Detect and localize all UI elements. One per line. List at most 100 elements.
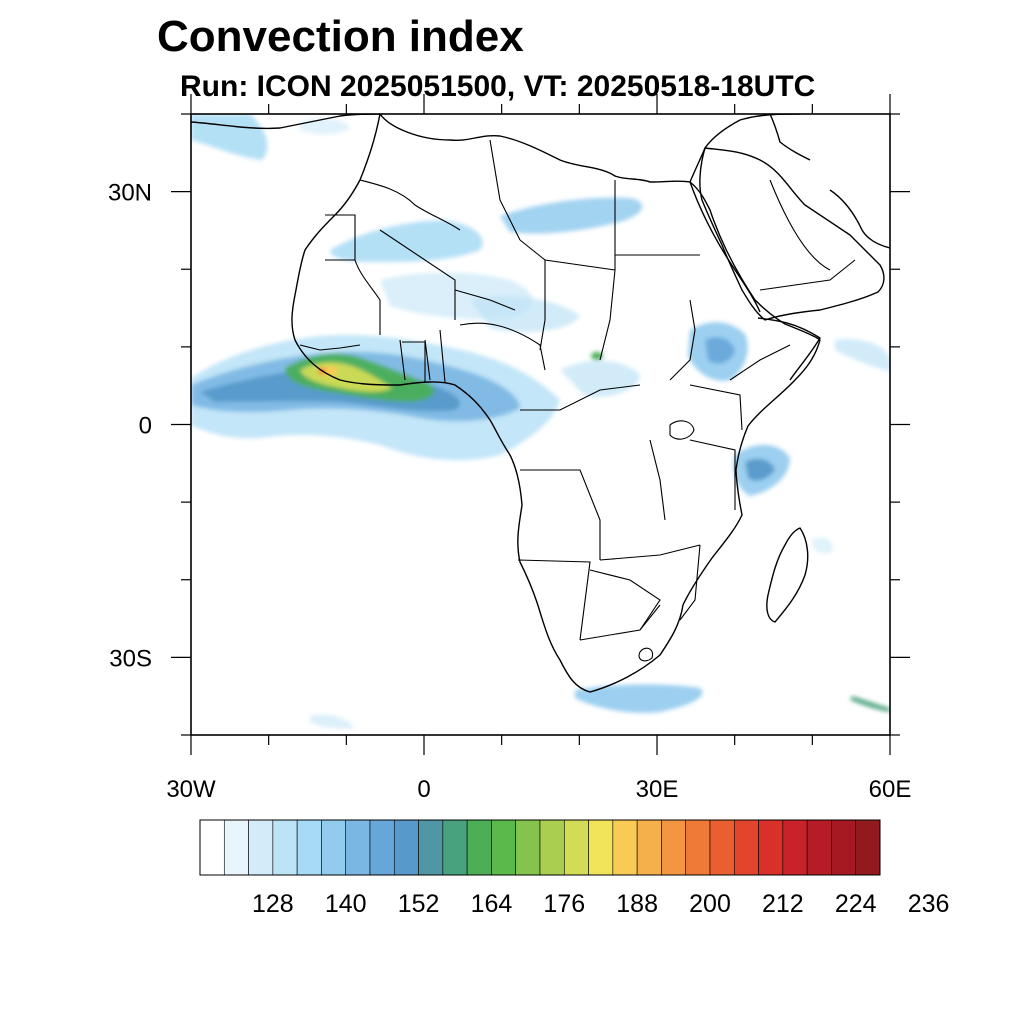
colorbar-label: 188 [616, 890, 658, 918]
border-southafrica [579, 604, 661, 641]
convection-northwest-corner [191, 114, 268, 160]
border-morocco-algeria [359, 179, 461, 231]
border-lesotho [638, 647, 654, 662]
convection-north-mediterranean [300, 118, 350, 135]
colorbar-frame [199, 819, 881, 876]
convection-kenya-core [745, 458, 775, 481]
colorbar-swatch [248, 819, 274, 876]
coastlines [191, 114, 890, 693]
colorbar-label: 212 [762, 890, 804, 918]
colorbar-swatch [393, 819, 419, 876]
border-zambia [599, 544, 701, 561]
red-sea-west [689, 181, 761, 313]
border-mali-niger [454, 289, 516, 311]
border-kenya [689, 384, 743, 431]
colorbar-swatch [272, 819, 298, 876]
convection-field [191, 114, 890, 729]
colorbar-label: 152 [398, 890, 440, 918]
border-ethiopia-somalia [729, 344, 791, 381]
colorbar-swatch [806, 819, 832, 876]
border-west-africa-3 [424, 339, 431, 381]
border-algeria-libya [489, 139, 521, 241]
border-drc-cameroon [520, 384, 641, 411]
lon-tick-label: 30W [166, 776, 216, 803]
border-lake-victoria [669, 420, 695, 440]
border-niger-chad [539, 260, 546, 351]
border-sudan-chad [599, 269, 616, 361]
colorbar-label: 236 [908, 890, 950, 918]
colorbar-swatch [418, 819, 444, 876]
colorbar-swatch [831, 819, 857, 876]
colorbar-swatch [782, 819, 808, 876]
colorbar-swatch [661, 819, 687, 876]
convection-southeast-corner [850, 696, 890, 712]
border-west-africa-2 [399, 339, 406, 381]
colorbar-swatch [199, 819, 225, 876]
colorbar-label: 224 [835, 890, 877, 918]
africa-coastline [291, 114, 821, 693]
border-nigeria [459, 322, 546, 371]
colorbar-swatch [296, 819, 322, 876]
colorbar: 128 140 152 164 176 188 200 212 224 236 [199, 819, 950, 918]
colorbar-swatch [223, 819, 249, 876]
colorbar-label: 140 [325, 890, 367, 918]
colorbar-swatch [612, 819, 638, 876]
border-yemen-oman [759, 259, 856, 291]
border-saudi-interior [769, 179, 831, 271]
lat-tick-label: 0 [139, 413, 152, 440]
madagascar-coastline [766, 527, 809, 623]
convection-sahara-1 [330, 220, 483, 262]
colorbar-swatch [466, 819, 492, 876]
colorbar-label: 128 [252, 890, 294, 918]
lon-tick-label: 0 [417, 776, 430, 803]
colorbar-swatch [321, 819, 347, 876]
colorbar-swatch [855, 819, 881, 876]
arabia-coastline [699, 147, 885, 321]
colorbar-swatch [709, 819, 735, 876]
colorbar-swatch [636, 819, 662, 876]
border-mauritania-mali [354, 259, 381, 335]
border-western-sahara [325, 214, 356, 261]
chart-title: Convection index [157, 12, 524, 61]
border-drc-east [649, 439, 666, 521]
chart-subtitle: Run: ICON 2025051500, VT: 20250518-18UTC [180, 70, 816, 103]
colorbar-swatch [345, 819, 371, 876]
colorbar-swatch [588, 819, 614, 876]
border-ghana-box [402, 341, 426, 382]
colorbar-label: 200 [689, 890, 731, 918]
border-botswana [589, 569, 661, 631]
colorbar-swatch [369, 819, 395, 876]
horn-coastline [757, 317, 821, 381]
country-borders [299, 139, 856, 662]
colorbar-swatch [758, 819, 784, 876]
colorbar-swatch [685, 819, 711, 876]
convection-ethiopia-core [705, 337, 735, 364]
lon-tick-label: 60E [869, 776, 912, 803]
colorbar-label: 176 [543, 890, 585, 918]
border-tanzania [689, 439, 736, 510]
border-mozambique [679, 544, 701, 621]
convection-south-africa [575, 684, 703, 713]
colorbar-swatch [491, 819, 517, 876]
colorbar-label: 164 [471, 890, 513, 918]
convection-south-atlantic [310, 714, 355, 729]
lat-tick-label: 30S [109, 645, 152, 672]
border-angola [520, 469, 601, 560]
turkey-coast [769, 114, 811, 161]
border-west-africa-4 [439, 329, 446, 383]
convection-arabian-sea [835, 339, 890, 372]
colorbar-swatch [539, 819, 565, 876]
border-algeria-mali [379, 229, 456, 320]
convection-sahara-2 [500, 197, 643, 234]
border-namibia [517, 559, 591, 641]
colorbar-swatch [733, 819, 759, 876]
lat-tick-label: 30N [108, 180, 152, 207]
border-west-africa-1 [299, 344, 361, 351]
border-sudan-ethiopia [669, 299, 696, 381]
convection-madagascar-east [812, 537, 833, 554]
convection-sahara-4 [470, 295, 580, 332]
colorbar-swatch [563, 819, 589, 876]
axes: 30N 0 30S 30W 0 30E 60E [108, 94, 911, 803]
persian-gulf [829, 189, 890, 249]
